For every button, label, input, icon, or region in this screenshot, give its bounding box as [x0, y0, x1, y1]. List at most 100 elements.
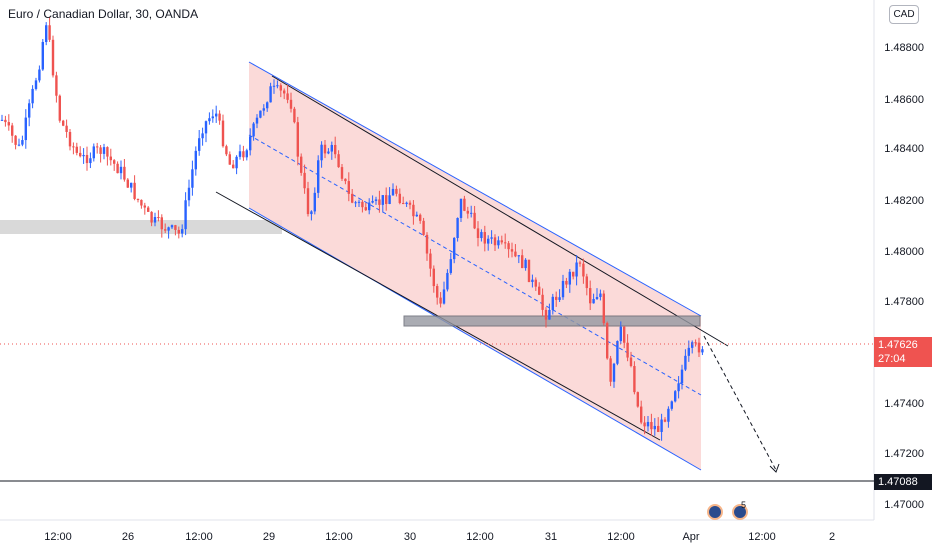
candle-body — [11, 125, 14, 136]
candle-body — [391, 188, 395, 196]
economic-event-icon[interactable] — [707, 504, 723, 520]
candle-body — [680, 369, 684, 384]
candle-body — [45, 25, 48, 42]
candle-body — [96, 146, 99, 148]
candle-body — [225, 146, 228, 155]
candle-body — [412, 204, 415, 217]
time-label: Apr — [682, 531, 700, 543]
candle-body — [283, 90, 286, 94]
candle-body — [663, 419, 667, 422]
supply-zone[interactable] — [403, 315, 701, 327]
candle-body — [164, 229, 167, 231]
candle-body — [419, 214, 422, 221]
candle-body — [75, 146, 78, 153]
candle-body — [572, 271, 575, 277]
candle-body — [521, 255, 524, 269]
trendline-upper[interactable] — [271, 75, 729, 347]
candle-body — [364, 207, 367, 211]
candle-body — [194, 150, 197, 170]
candle-body — [626, 342, 629, 358]
channel-lower-line[interactable] — [248, 207, 702, 471]
candle-body — [517, 255, 520, 257]
candle-body — [463, 198, 466, 211]
candle-body — [636, 392, 639, 407]
candle-body — [167, 227, 170, 231]
candle-body — [487, 238, 490, 244]
candle-body — [269, 86, 272, 103]
candle-body — [510, 249, 514, 252]
regression-channel[interactable] — [249, 62, 701, 470]
candle-body — [612, 363, 616, 382]
candle-body — [378, 199, 381, 205]
candle-body — [657, 425, 660, 432]
candle-body — [38, 69, 41, 81]
candle-body — [582, 263, 585, 277]
candle-body — [473, 212, 476, 229]
candle-body — [276, 85, 279, 87]
candlesticks — [0, 16, 704, 441]
candle-body — [493, 237, 497, 246]
current-price-tag: 1.47626 — [874, 337, 932, 353]
candle-body — [422, 220, 425, 235]
price-label: 1.47000 — [884, 499, 924, 511]
resistance-zone[interactable] — [0, 220, 282, 234]
candle-body — [174, 225, 177, 230]
candle-body — [68, 131, 72, 147]
candle-body — [235, 156, 238, 169]
candle-body — [629, 357, 633, 367]
candle-body — [99, 147, 102, 154]
candle-body — [221, 120, 225, 147]
candle-body — [143, 205, 146, 208]
candle-body — [684, 355, 687, 370]
candle-body — [561, 280, 565, 298]
currency-button[interactable]: CAD — [889, 5, 919, 24]
candle-body — [170, 225, 174, 228]
time-label: 26 — [121, 531, 135, 543]
candle-body — [538, 286, 541, 295]
candle-body — [0, 119, 4, 121]
projection-arrow[interactable] — [703, 335, 777, 471]
economic-event-icon[interactable] — [732, 504, 748, 520]
event-count-badge: 5 — [741, 500, 747, 510]
candle-body — [551, 296, 554, 310]
candle-body — [140, 199, 143, 206]
candle-body — [674, 391, 677, 402]
candle-body — [459, 198, 463, 218]
candle-body — [181, 229, 184, 234]
chart-title: Euro / Canadian Dollar, 30, OANDA — [8, 7, 199, 21]
candle-body — [310, 211, 313, 215]
candle-body — [4, 119, 7, 123]
candle-body — [466, 210, 469, 214]
candle-body — [667, 408, 670, 422]
candle-body — [51, 39, 55, 76]
time-label: 31 — [544, 531, 558, 543]
candle-body — [544, 309, 548, 320]
candle-body — [646, 421, 650, 427]
time-label: 12:00 — [607, 531, 635, 543]
channel-mid-line[interactable] — [248, 134, 702, 396]
channel-upper-line[interactable] — [248, 61, 702, 317]
candle-body — [55, 75, 58, 96]
candle-body — [633, 366, 636, 393]
candle-body — [691, 342, 694, 348]
candle-body — [191, 169, 194, 188]
candle-body — [368, 202, 371, 211]
candle-body — [381, 195, 384, 205]
candle-body — [21, 140, 24, 145]
candle-body — [153, 217, 157, 223]
candle-body — [208, 118, 211, 122]
candle-body — [568, 271, 571, 285]
candle-body — [313, 192, 316, 212]
candle-body — [354, 202, 357, 204]
candle-body — [650, 421, 653, 430]
candle-body — [92, 146, 95, 159]
candle-body — [609, 358, 612, 382]
candle-body — [249, 136, 252, 151]
candle-body — [119, 166, 123, 174]
candle-body — [527, 259, 531, 282]
candle-body — [232, 164, 235, 169]
candle-body — [388, 195, 391, 204]
candle-body — [41, 41, 44, 70]
candle-body — [555, 296, 558, 300]
